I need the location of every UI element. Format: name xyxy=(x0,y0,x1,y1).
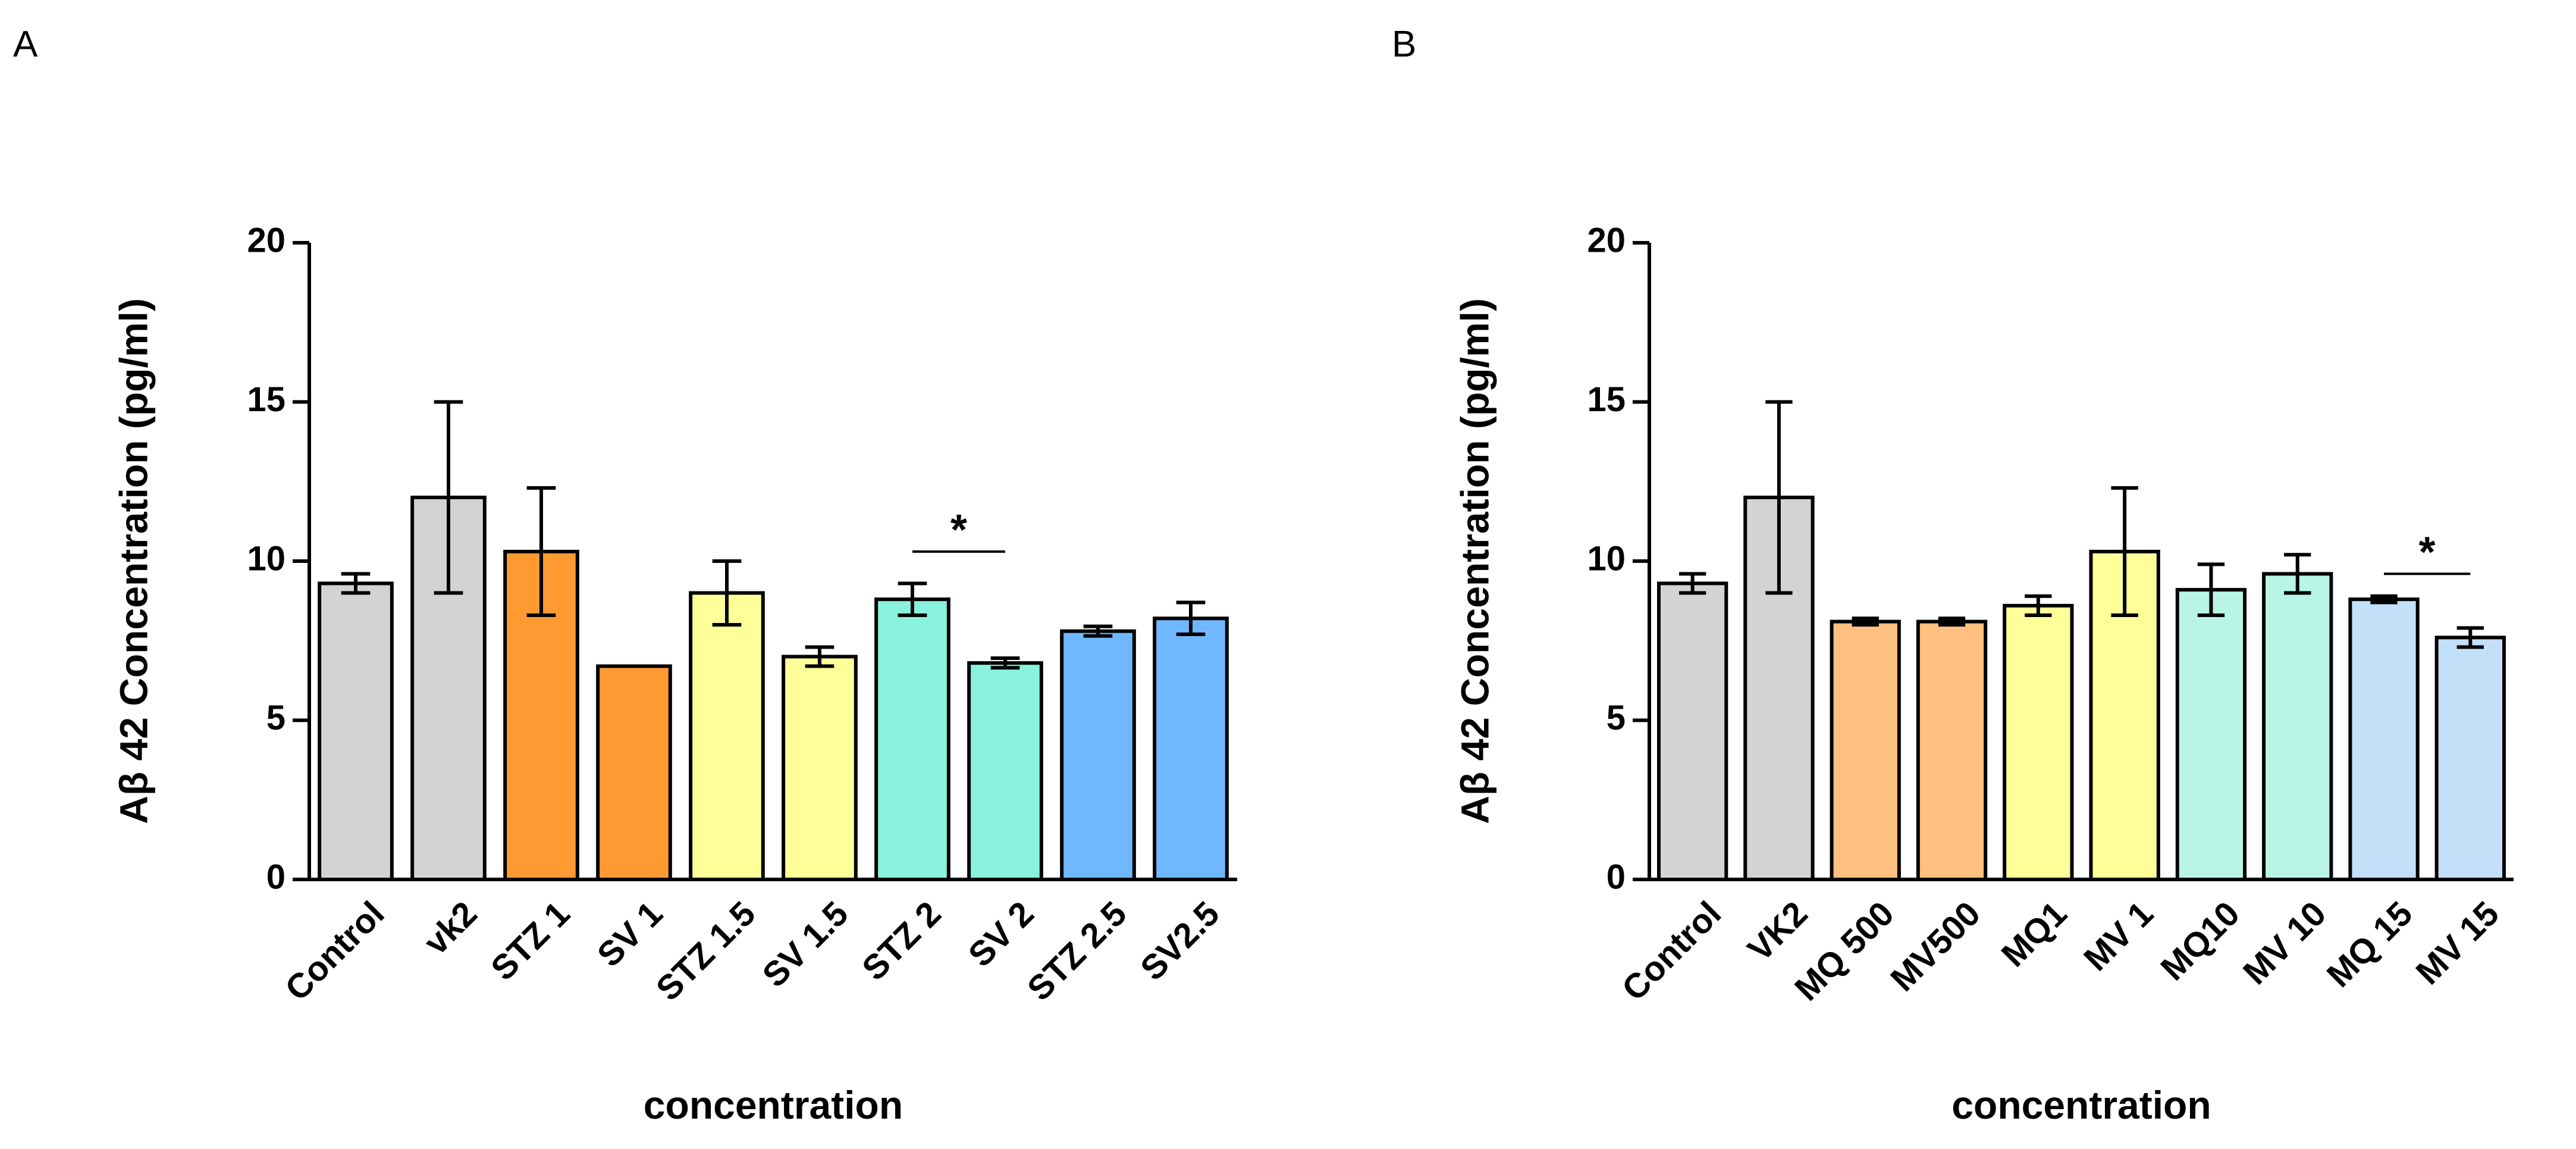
y-tick-label-2: 10 xyxy=(247,539,285,578)
x-axis-title: concentration xyxy=(1951,1083,2211,1127)
category-label-3: SV 1 xyxy=(590,894,670,975)
bar-7 xyxy=(967,661,1043,881)
category-label-6: STZ 2 xyxy=(855,894,949,988)
y-tick-label-3: 15 xyxy=(247,380,285,419)
bar-3 xyxy=(596,664,672,882)
category-label-7: SV 2 xyxy=(961,894,1041,975)
bar-3 xyxy=(1916,619,1988,882)
category-label-7: MV 10 xyxy=(2236,894,2334,993)
y-tick-label-3: 15 xyxy=(1587,380,1626,419)
category-label-8: MQ 15 xyxy=(2320,894,2420,995)
bar-0 xyxy=(318,581,394,881)
bar-8 xyxy=(1060,629,1136,881)
bar-7 xyxy=(2262,572,2333,881)
category-label-5: MV 1 xyxy=(2076,894,2161,979)
category-label-2: STZ 1 xyxy=(484,894,578,988)
bar-4 xyxy=(689,591,765,881)
y-tick-label-0: 0 xyxy=(266,857,285,896)
bar-4 xyxy=(2003,603,2074,882)
category-label-3: MV500 xyxy=(1883,894,1988,999)
bar-9 xyxy=(1153,616,1229,882)
category-label-9: SV2.5 xyxy=(1133,894,1227,988)
y-tick-label-2: 10 xyxy=(1587,539,1626,578)
category-label-9: MV 15 xyxy=(2408,894,2506,993)
category-label-6: MQ10 xyxy=(2153,894,2247,988)
bar-2 xyxy=(1830,619,1901,882)
bar-6 xyxy=(2175,588,2247,882)
bar-9 xyxy=(2434,635,2506,882)
bar-8 xyxy=(2348,597,2420,881)
category-label-1: VK2 xyxy=(1740,894,1815,969)
category-label-0: Control xyxy=(278,894,392,1009)
y-tick-label-0: 0 xyxy=(1607,857,1626,896)
significance-star-0: * xyxy=(950,506,967,554)
significance-star-0: * xyxy=(2419,528,2436,576)
y-tick-label-4: 20 xyxy=(1587,221,1626,259)
y-tick-label-1: 5 xyxy=(266,699,285,737)
panel-letter-a: A xyxy=(13,24,38,65)
category-label-1: vk2 xyxy=(416,894,484,962)
category-label-8: STZ 2.5 xyxy=(1020,894,1134,1009)
bar-6 xyxy=(874,597,950,881)
category-label-4: STZ 1.5 xyxy=(649,894,763,1009)
y-tick-label-4: 20 xyxy=(247,221,285,259)
bar-0 xyxy=(1656,581,1728,881)
y-tick-label-1: 5 xyxy=(1607,699,1626,737)
category-label-5: SV 1.5 xyxy=(755,894,856,995)
x-axis-title: concentration xyxy=(644,1083,903,1127)
category-label-4: MQ1 xyxy=(1994,894,2075,975)
category-label-0: Control xyxy=(1615,894,1729,1009)
y-axis-title: Aβ 42 Concentration (pg/ml) xyxy=(111,298,155,824)
bar-5 xyxy=(782,655,858,881)
panel-letter-b: B xyxy=(1392,24,1416,65)
y-axis-title: Aβ 42 Concentration (pg/ml) xyxy=(1452,298,1496,824)
